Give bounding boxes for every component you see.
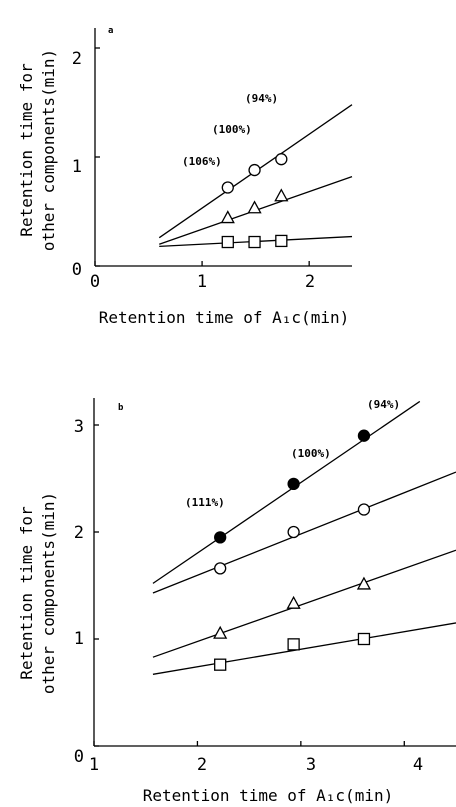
annotation: (100%) <box>212 123 252 136</box>
tick-labels: 1 2 3 4 0 1 2 3 <box>74 417 423 775</box>
chart-panel-a: a (94%) (100%) (106%) 0 1 2 0 1 2 Retent… <box>17 26 353 327</box>
annotation: (100%) <box>291 447 331 460</box>
open-square-point <box>248 235 261 249</box>
open-triangle-point <box>356 576 372 590</box>
x-tick-label: 3 <box>306 755 316 775</box>
y-axis-title-line-2: other components(min) <box>39 492 58 694</box>
y-tick-label: 0 <box>74 747 84 767</box>
circle-series-fit-line <box>152 471 456 594</box>
square-series-fit-line <box>152 622 456 675</box>
x-tick-label: 2 <box>305 272 315 292</box>
y-tick-label: 3 <box>74 417 84 437</box>
x-tick-label: 0 <box>90 272 100 292</box>
open-square-point <box>287 638 300 651</box>
y-tick-label: 2 <box>74 523 84 543</box>
panel-label: a <box>108 26 113 36</box>
plot-area <box>93 398 456 747</box>
open-square-point <box>221 235 234 249</box>
x-tick-label: 2 <box>197 755 207 775</box>
y-tick-label: 0 <box>72 260 82 280</box>
open-triangle-point <box>213 625 228 639</box>
y-axis-title: Retention time for other components(min) <box>17 49 58 251</box>
annotation: (111%) <box>185 496 225 509</box>
annotation: (94%) <box>367 398 400 411</box>
y-tick-label: 1 <box>72 157 82 177</box>
y-tick-label: 2 <box>72 49 82 69</box>
open-triangle-point <box>247 200 262 214</box>
x-axis-title: Retention time of A₁c(min) <box>143 786 393 805</box>
open-circle-point <box>287 525 300 539</box>
triangle-series-fit-line <box>152 549 456 658</box>
x-tick-label: 4 <box>413 755 423 775</box>
open-square-point <box>275 234 288 248</box>
panel-label: b <box>118 403 124 413</box>
y-axis-title: Retention time for other components(min) <box>17 492 58 694</box>
open-triangle-point <box>274 188 289 202</box>
annotation: (106%) <box>182 155 222 168</box>
plot-area <box>94 28 353 267</box>
filled-circle-point <box>287 477 300 491</box>
open-circle-point <box>248 163 261 177</box>
x-tick-label: 1 <box>197 272 207 292</box>
chart-panel-b: b (94%) (100%) (111%) 1 2 3 4 0 1 2 3 Re… <box>17 398 456 805</box>
x-tick-label: 1 <box>89 755 99 775</box>
open-triangle-point <box>286 595 301 609</box>
open-circle-point <box>275 153 288 166</box>
y-axis-title-line-2: other components(min) <box>39 49 58 251</box>
tick-labels: 0 1 2 0 1 2 <box>72 49 315 292</box>
annotation: (94%) <box>245 92 278 105</box>
open-square-point <box>214 658 227 671</box>
y-axis-title-line-1: Retention time for <box>17 63 36 237</box>
x-axis-title: Retention time of A₁c(min) <box>99 308 349 327</box>
open-circle-point <box>221 181 234 194</box>
open-triangle-point <box>220 210 235 224</box>
y-axis-title-line-1: Retention time for <box>17 506 36 680</box>
filled-circle-point <box>357 429 371 442</box>
open-circle-point <box>214 562 227 575</box>
filled-circle-point <box>214 531 227 544</box>
open-square-point <box>357 632 371 646</box>
y-tick-label: 1 <box>74 629 84 649</box>
open-circle-point <box>357 503 371 516</box>
circle-series-fit-line <box>152 400 421 584</box>
